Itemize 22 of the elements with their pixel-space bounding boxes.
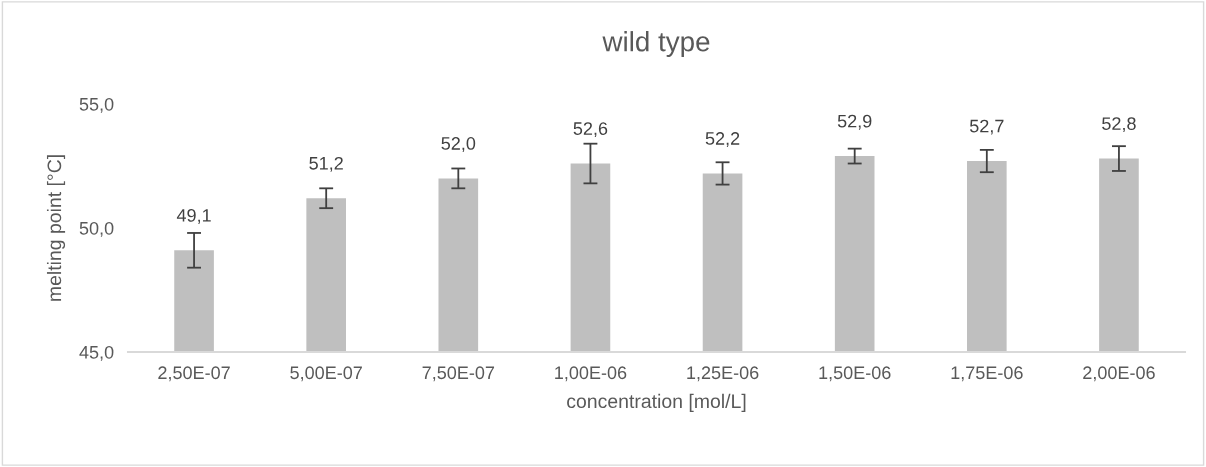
data-label: 52,8 <box>1102 117 1136 133</box>
x-tick-label: 1,50E-06 <box>819 366 891 382</box>
y-axis-title: melting point [°C] <box>46 155 66 301</box>
data-label: 51,2 <box>309 156 343 172</box>
x-tick-label: 2,50E-07 <box>158 366 230 382</box>
x-tick-label: 5,00E-07 <box>290 366 362 382</box>
data-label: 52,6 <box>573 122 608 138</box>
data-label: 52,9 <box>837 114 872 130</box>
x-tick-label: 1,00E-06 <box>555 366 627 382</box>
x-tick-label: 1,25E-06 <box>687 366 759 382</box>
data-label: 52,2 <box>705 132 740 147</box>
chart-title: wild type <box>602 31 710 57</box>
y-tick-label: 50,0 <box>79 221 114 237</box>
data-label: 52,0 <box>441 137 476 152</box>
y-tick-label: 55,0 <box>79 97 114 113</box>
y-tick-label: 45,0 <box>79 345 114 361</box>
x-tick-label: 2,00E-06 <box>1083 366 1155 382</box>
x-tick-label: 1,75E-06 <box>951 366 1023 382</box>
data-label: 49,1 <box>176 208 211 224</box>
data-label: 52,7 <box>969 119 1004 135</box>
x-tick-label: 7,50E-07 <box>422 366 495 382</box>
x-axis-title: concentration [mol/L] <box>567 393 746 412</box>
